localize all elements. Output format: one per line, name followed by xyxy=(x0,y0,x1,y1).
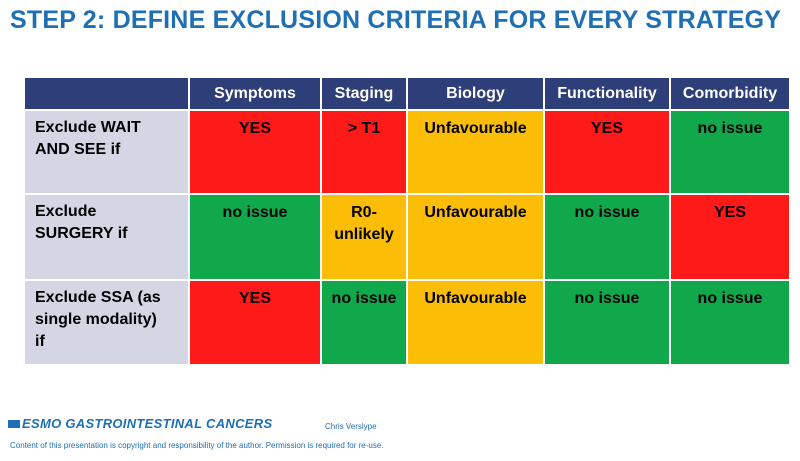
esmo-logo: ESMO GASTROINTESTINAL CANCERS xyxy=(8,416,272,431)
esmo-logo-icon xyxy=(8,419,20,428)
column-header-comorbidity: Comorbidity xyxy=(671,78,789,109)
row-label-surgery: Exclude SURGERY if xyxy=(25,195,188,279)
table-cell-green: no issue xyxy=(322,281,406,364)
copyright-notice: Content of this presentation is copyrigh… xyxy=(10,441,384,450)
row-label-wait-and-see: Exclude WAIT AND SEE if xyxy=(25,111,188,193)
table-cell-red: > T1 xyxy=(322,111,406,193)
exclusion-criteria-table: Symptoms Staging Biology Functionality C… xyxy=(25,78,789,364)
table-cell-green: no issue xyxy=(671,111,789,193)
table-cell-amber: Unfavourable xyxy=(408,195,543,279)
column-header-functionality: Functionality xyxy=(545,78,669,109)
column-header-symptoms: Symptoms xyxy=(190,78,320,109)
table-cell-amber: Unfavourable xyxy=(408,281,543,364)
table-cell-red: YES xyxy=(671,195,789,279)
column-header-staging: Staging xyxy=(322,78,406,109)
table-cell-green: no issue xyxy=(545,195,669,279)
column-header-biology: Biology xyxy=(408,78,543,109)
row-label-text: Exclude WAIT AND SEE if xyxy=(35,119,141,158)
author-name: Chris Verslype xyxy=(325,422,377,431)
table-cell-amber: Unfavourable xyxy=(408,111,543,193)
row-label-text: Exclude SSA (as single modality) if xyxy=(35,289,161,350)
table-cell-red: YES xyxy=(190,111,320,193)
table-cell-red: YES xyxy=(190,281,320,364)
row-label-text: Exclude SURGERY if xyxy=(35,203,128,242)
row-label-ssa: Exclude SSA (as single modality) if xyxy=(25,281,188,364)
slide-title: STEP 2: DEFINE EXCLUSION CRITERIA FOR EV… xyxy=(10,6,782,34)
table-cell-green: no issue xyxy=(190,195,320,279)
table-cell-amber: R0- unlikely xyxy=(322,195,406,279)
table-cell-green: no issue xyxy=(545,281,669,364)
esmo-logo-text: ESMO GASTROINTESTINAL CANCERS xyxy=(22,416,273,431)
table-corner xyxy=(25,78,188,109)
table-cell-green: no issue xyxy=(671,281,789,364)
table-cell-red: YES xyxy=(545,111,669,193)
